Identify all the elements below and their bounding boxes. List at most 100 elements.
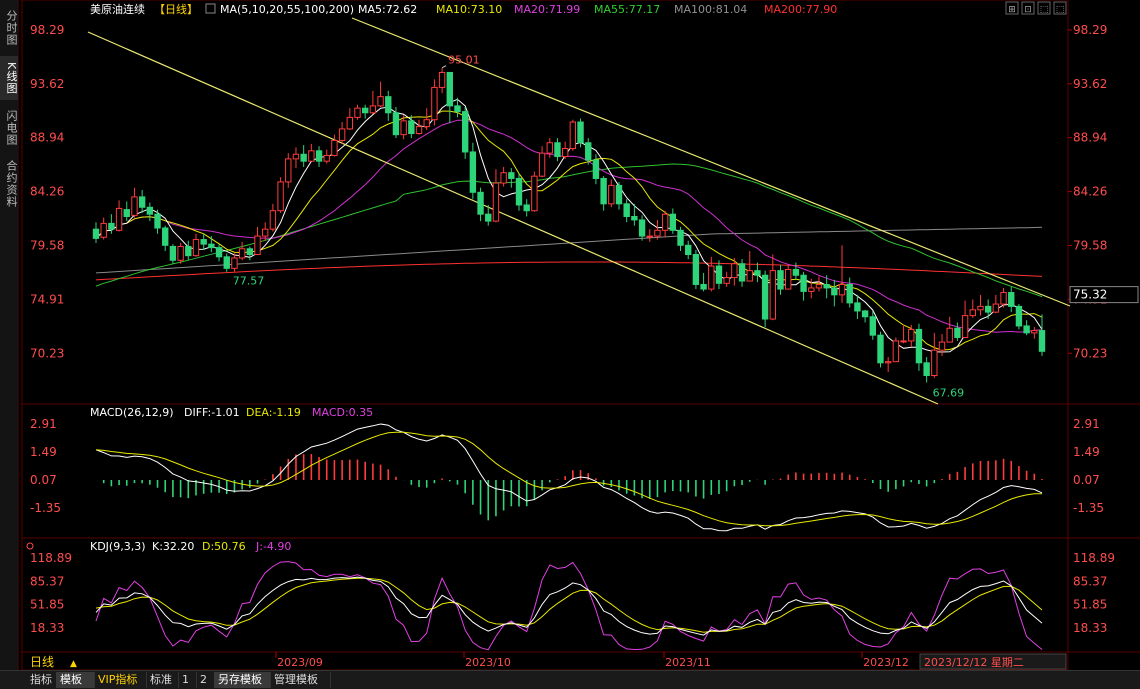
candle-body[interactable] (361, 107, 369, 114)
candle-body[interactable] (638, 219, 646, 237)
candle-body[interactable] (769, 270, 777, 320)
candle-body[interactable] (523, 204, 530, 212)
candle-body[interactable] (708, 265, 715, 290)
candle-body[interactable] (723, 277, 730, 284)
candle-body[interactable] (323, 154, 330, 162)
bottom-tab-7[interactable]: 管理模板 (270, 672, 331, 688)
candle-body[interactable] (477, 191, 484, 215)
candle-body[interactable] (715, 265, 723, 284)
candle-body[interactable] (792, 268, 800, 276)
window-button-icon[interactable] (1005, 1, 1019, 15)
candle-body[interactable] (246, 248, 254, 256)
candle-body[interactable] (677, 229, 684, 246)
candle-body[interactable] (908, 328, 915, 342)
candle-body[interactable] (338, 128, 346, 141)
candle-body[interactable] (438, 71, 446, 88)
candle-body[interactable] (100, 222, 107, 238)
candle-body[interactable] (685, 244, 692, 256)
candle-body[interactable] (423, 119, 430, 128)
candle-body[interactable] (615, 184, 623, 205)
candle-body[interactable] (861, 310, 869, 318)
candle-body[interactable] (315, 150, 323, 162)
candle-body[interactable] (185, 245, 192, 257)
candle-body[interactable] (385, 96, 392, 114)
candle-body[interactable] (938, 341, 946, 351)
chart-svg[interactable]: 98.29 98.29 93.62 93.62 88.94 88.94 84.26 84.26… (0, 0, 1140, 670)
candle-body[interactable] (815, 283, 823, 289)
candle-body[interactable] (761, 274, 769, 320)
candle-body[interactable] (1000, 292, 1007, 305)
candle-body[interactable] (369, 105, 377, 114)
candle-body[interactable] (162, 227, 169, 246)
candle-body[interactable] (854, 302, 861, 312)
candle-body[interactable] (669, 213, 677, 231)
ma-settings-icon[interactable] (205, 3, 216, 14)
candle-body[interactable] (808, 287, 815, 292)
candle-body[interactable] (661, 213, 669, 231)
candle-body[interactable] (238, 248, 246, 259)
candle-body[interactable] (1008, 292, 1015, 307)
candle-body[interactable] (846, 283, 853, 304)
window-button-icon[interactable] (1037, 1, 1051, 15)
bottom-tab-4[interactable]: 1 (178, 672, 197, 688)
candle-body[interactable] (200, 239, 207, 245)
candle-body[interactable] (446, 71, 453, 107)
candle-body[interactable] (877, 334, 884, 364)
side-tab-3[interactable]: 合约资料 (5, 160, 18, 208)
candle-body[interactable] (884, 361, 892, 364)
candle-body[interactable] (800, 274, 807, 292)
side-tab-1[interactable]: K线图 (0, 56, 18, 100)
candle-body[interactable] (600, 177, 607, 205)
candle-body[interactable] (608, 184, 615, 205)
candle-body[interactable] (461, 111, 469, 153)
candle-body[interactable] (1023, 325, 1030, 334)
period-button[interactable] (24, 654, 82, 669)
candle-body[interactable] (1031, 330, 1038, 334)
candle-body[interactable] (738, 263, 746, 282)
candle-body[interactable] (977, 305, 984, 311)
candle-body[interactable] (223, 256, 230, 269)
candle-body[interactable] (984, 305, 992, 313)
candle-body[interactable] (254, 235, 261, 256)
candle-body[interactable] (138, 196, 146, 208)
candle-body[interactable] (654, 229, 661, 237)
candle-body[interactable] (946, 327, 953, 343)
candle-body[interactable] (285, 158, 292, 183)
kdj-settings-icon[interactable] (26, 542, 34, 550)
candle-body[interactable] (746, 270, 753, 282)
candle-body[interactable] (308, 150, 315, 162)
bottom-tab-6[interactable]: 另存模板 (214, 672, 271, 688)
window-button-icon[interactable] (1021, 1, 1035, 15)
candle-body[interactable] (631, 215, 638, 221)
candle-body[interactable] (500, 172, 507, 184)
candle-body[interactable] (469, 151, 477, 193)
candle-body[interactable] (1015, 305, 1023, 327)
window-button-icon[interactable] (1053, 1, 1067, 15)
candle-body[interactable] (646, 235, 653, 238)
candle-body[interactable] (115, 207, 123, 231)
candle-body[interactable] (869, 316, 876, 336)
candle-body[interactable] (377, 96, 384, 107)
candle-body[interactable] (515, 177, 523, 206)
candle-body[interactable] (392, 112, 400, 136)
candle-body[interactable] (485, 213, 492, 222)
bottom-tab-0[interactable]: 指标 (26, 672, 57, 688)
candle-body[interactable] (754, 270, 761, 276)
candle-body[interactable] (508, 172, 515, 179)
candle-body[interactable] (354, 107, 361, 118)
candle-body[interactable] (131, 196, 138, 216)
candle-body[interactable] (531, 175, 538, 212)
candle-body[interactable] (561, 148, 569, 158)
candle-body[interactable] (892, 340, 900, 363)
candle-body[interactable] (331, 139, 338, 156)
candle-body[interactable] (838, 283, 846, 296)
candle-body[interactable] (554, 142, 561, 158)
candle-body[interactable] (569, 121, 577, 150)
candle-body[interactable] (108, 222, 115, 230)
candle-body[interactable] (538, 152, 546, 177)
candle-body[interactable] (269, 210, 277, 230)
candle-body[interactable] (192, 239, 200, 257)
candle-body[interactable] (992, 303, 1000, 313)
candle-body[interactable] (300, 153, 307, 162)
bottom-tab-1[interactable]: 模板 (56, 672, 95, 688)
